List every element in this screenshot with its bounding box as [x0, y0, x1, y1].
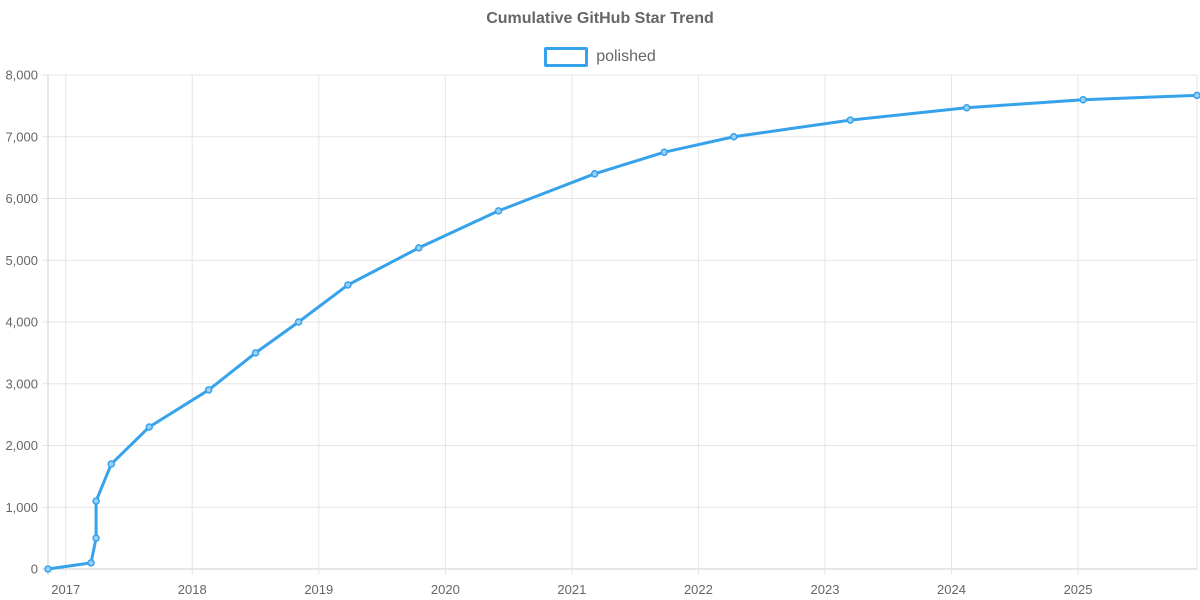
x-tick-label: 2020 — [431, 582, 460, 597]
data-point[interactable] — [660, 148, 669, 156]
x-tick-label: 2019 — [304, 582, 333, 597]
data-point[interactable] — [92, 497, 100, 505]
data-point[interactable] — [846, 116, 855, 124]
y-tick-label: 6,000 — [5, 191, 38, 206]
series — [44, 91, 1200, 573]
legend-swatch[interactable] — [544, 47, 589, 67]
data-point[interactable] — [44, 565, 52, 573]
x-tick-label: 2025 — [1064, 582, 1093, 597]
data-point[interactable] — [294, 318, 303, 326]
x-tick-label: 2023 — [811, 582, 840, 597]
data-point[interactable] — [251, 349, 260, 357]
data-point[interactable] — [344, 281, 352, 289]
data-point[interactable] — [204, 386, 213, 394]
data-point[interactable] — [494, 207, 503, 215]
series-line — [46, 93, 1199, 571]
legend-label[interactable]: polished — [596, 48, 656, 65]
data-point[interactable] — [1193, 91, 1200, 100]
y-tick-label: 7,000 — [5, 129, 38, 144]
data-point[interactable] — [87, 559, 95, 567]
x-tick-label: 2024 — [937, 582, 966, 597]
y-tick-label: 4,000 — [5, 315, 38, 330]
data-point[interactable] — [92, 534, 100, 542]
y-tick-label: 3,000 — [5, 376, 38, 391]
y-tick-label: 8,000 — [5, 68, 38, 83]
chart-title: Cumulative GitHub Star Trend — [486, 10, 714, 27]
x-tick-label: 2017 — [51, 582, 80, 597]
data-point[interactable] — [145, 423, 153, 431]
x-tick-label: 2018 — [178, 582, 207, 597]
x-tick-label: 2022 — [684, 582, 713, 597]
grid — [42, 74, 1198, 575]
y-tick-label: 0 — [31, 562, 38, 577]
data-point[interactable] — [1079, 95, 1087, 104]
data-point[interactable] — [730, 133, 738, 141]
y-tick-label: 5,000 — [5, 253, 38, 268]
data-point[interactable] — [107, 460, 116, 468]
legend[interactable]: polished — [0, 47, 1200, 67]
data-point[interactable] — [415, 244, 423, 252]
data-point[interactable] — [590, 170, 599, 178]
data-point[interactable] — [962, 103, 971, 112]
axes: 0 1,000 2,000 3,000 4,000 5,000 6,000 7,000 8,00… — [5, 68, 1092, 598]
y-tick-label: 2,000 — [5, 438, 38, 453]
x-tick-label: 2021 — [557, 582, 586, 597]
y-tick-label: 1,000 — [5, 500, 38, 515]
